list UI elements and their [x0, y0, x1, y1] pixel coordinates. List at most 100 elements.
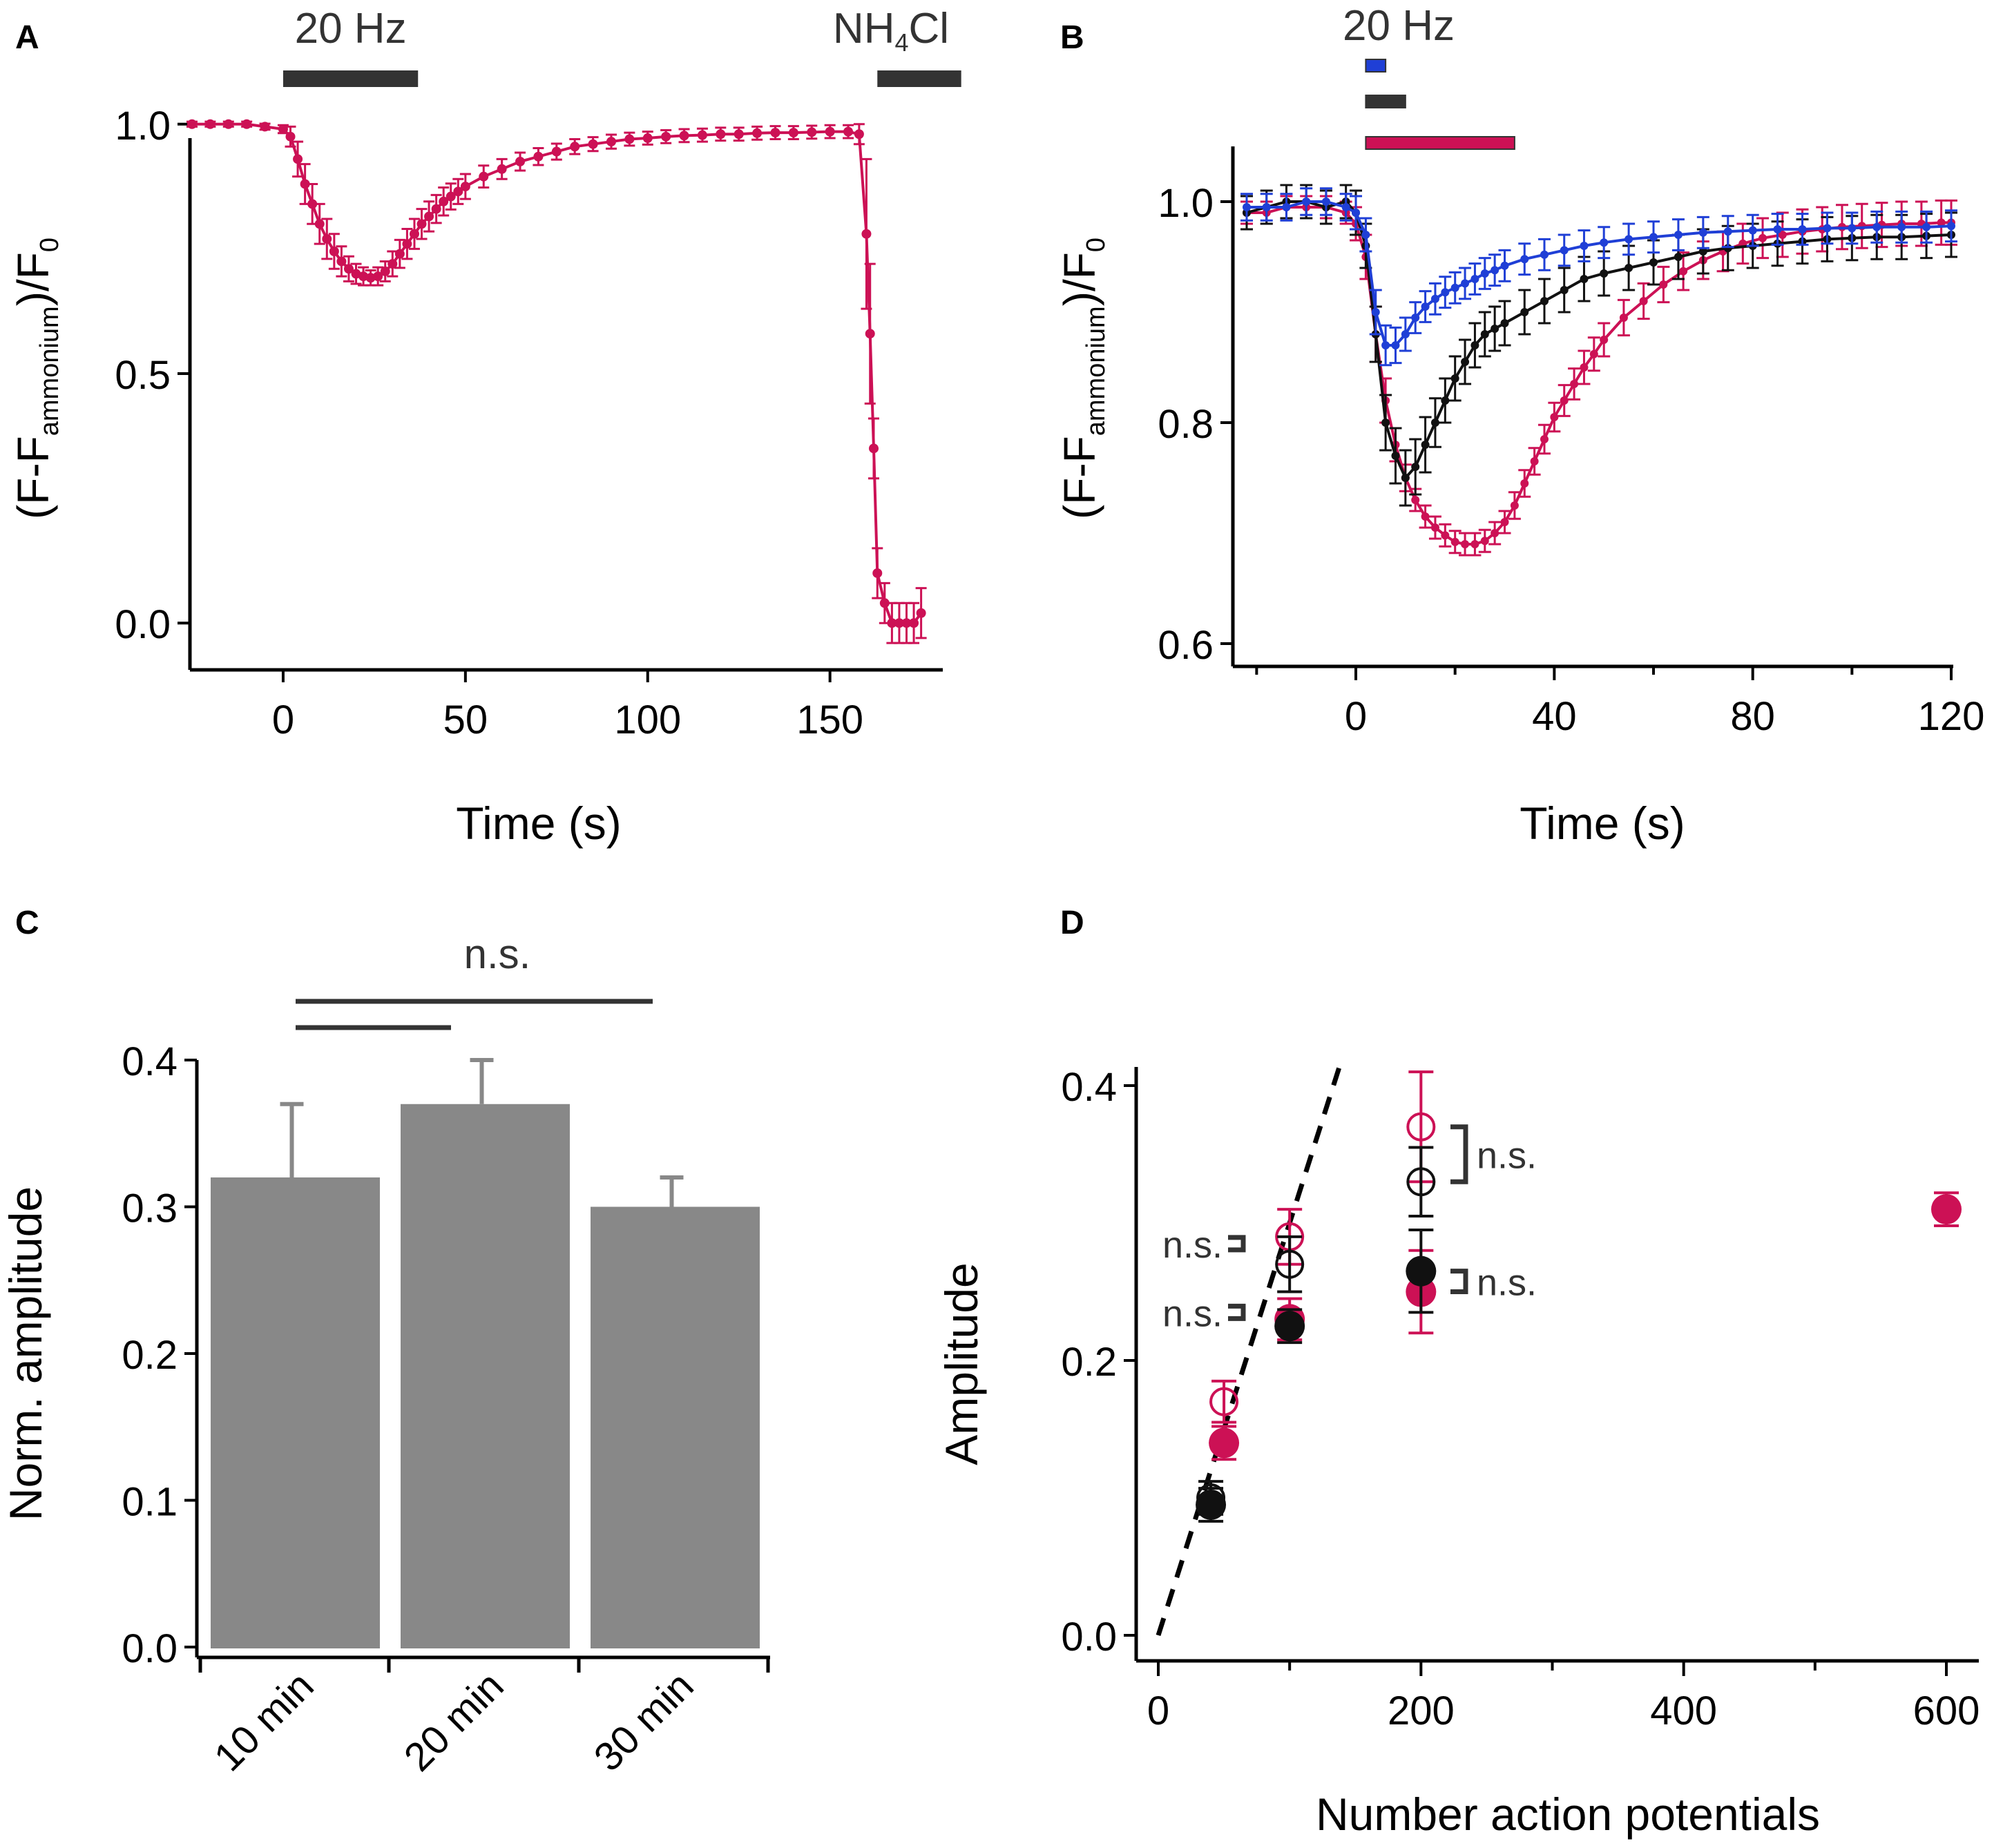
- data-point: [1580, 242, 1589, 250]
- data-point: [1262, 203, 1271, 211]
- data-point: [825, 126, 835, 137]
- y-label-subscript: ammonium: [35, 306, 64, 436]
- data-point: [242, 119, 252, 129]
- data-point: [445, 191, 456, 202]
- stim-bar-nh4cl: [877, 70, 961, 87]
- data-point: [1679, 267, 1688, 276]
- data-point: [1510, 501, 1519, 510]
- data-point: [1500, 319, 1509, 327]
- stim-bar-20hz: [282, 70, 419, 87]
- y-tick-label: 0.5: [115, 353, 171, 398]
- y-tick-label: 0.0: [115, 602, 171, 647]
- data-point: [260, 122, 270, 132]
- data-point: [409, 229, 419, 239]
- stim-bar: [1365, 95, 1406, 108]
- data-point: [1540, 297, 1549, 305]
- y-tick-label: 0.0: [1061, 1615, 1117, 1659]
- data-point: [1470, 341, 1479, 349]
- significance-bracket: [1450, 1124, 1468, 1184]
- data-point: [894, 618, 904, 628]
- data-point: [1450, 537, 1459, 546]
- y-tick-label: 0.2: [122, 1333, 178, 1378]
- y-label-part: (F-F: [1055, 436, 1104, 519]
- data-point: [1600, 336, 1609, 344]
- y-tick-label: 0.8: [1158, 402, 1214, 447]
- x-tick-label: 0: [1345, 694, 1367, 739]
- x-axis-label: Time (s): [1520, 798, 1685, 849]
- point-black-filled: [1274, 1311, 1305, 1342]
- data-point: [1560, 246, 1569, 255]
- y-tick-label: 0.4: [122, 1039, 178, 1084]
- stim-label-20hz: 20 Hz: [295, 5, 407, 52]
- y-tick-label: 0.3: [122, 1186, 178, 1231]
- data-point: [358, 271, 369, 282]
- data-point: [322, 233, 332, 244]
- significance-label: n.s.: [1477, 1135, 1537, 1177]
- y-label-subscript: 0: [35, 238, 64, 252]
- data-point: [424, 211, 434, 222]
- data-point: [1401, 474, 1410, 482]
- data-point: [1441, 288, 1450, 297]
- data-point: [1872, 222, 1881, 231]
- data-point: [752, 128, 763, 138]
- label-part: Cl: [909, 5, 950, 52]
- point-black-open: [1406, 1167, 1436, 1197]
- data-point: [1480, 269, 1489, 278]
- data-point: [1371, 308, 1380, 316]
- data-point: [460, 182, 470, 192]
- data-point: [770, 128, 780, 138]
- significance-label: n.s.: [1162, 1293, 1223, 1334]
- data-point: [1600, 238, 1609, 247]
- data-point: [1589, 349, 1598, 358]
- data-point: [1430, 523, 1439, 532]
- data-point: [1540, 250, 1549, 259]
- panel-d-letter: D: [1060, 905, 1084, 941]
- data-point: [533, 151, 544, 162]
- point-black-filled: [1406, 1255, 1437, 1287]
- data-point: [336, 256, 347, 267]
- data-point: [1352, 209, 1361, 217]
- data-point: [1341, 203, 1350, 211]
- bar-0: [211, 1177, 380, 1648]
- data-point: [300, 179, 310, 189]
- x-tick-label: 400: [1650, 1688, 1717, 1733]
- data-point: [1674, 231, 1683, 239]
- data-point: [278, 124, 288, 135]
- point-magenta-filled: [1209, 1427, 1240, 1459]
- y-tick-label: 0.4: [1061, 1065, 1117, 1110]
- data-point: [807, 127, 817, 137]
- x-tick-label: 0: [272, 697, 294, 742]
- data-point: [606, 137, 616, 147]
- data-point: [1381, 418, 1390, 427]
- data-point: [1450, 374, 1459, 383]
- data-point: [1520, 479, 1529, 488]
- data-point: [716, 129, 726, 139]
- data-point: [1600, 269, 1609, 278]
- point-magenta-filled: [1931, 1194, 1962, 1225]
- data-point: [1580, 275, 1589, 283]
- data-point: [479, 171, 489, 182]
- stim-label-20hz: 20 Hz: [1343, 2, 1455, 50]
- data-point: [1778, 231, 1787, 239]
- data-point: [1411, 496, 1420, 504]
- data-point: [387, 259, 398, 269]
- data-point: [1491, 325, 1499, 333]
- data-point: [1947, 222, 1955, 231]
- data-point: [402, 239, 412, 249]
- data-point: [314, 219, 325, 229]
- panel-a: A 0.0 0.5 1.0 0 50 100 150 Time (s) (F-Fammonium…: [8, 5, 961, 849]
- label-subscript: 4: [894, 28, 908, 57]
- data-point: [439, 196, 449, 206]
- data-point: [293, 154, 303, 164]
- data-point: [394, 249, 405, 259]
- x-tick-label: 100: [614, 697, 681, 742]
- x-tick-label: 600: [1913, 1688, 1980, 1733]
- data-point: [343, 264, 354, 274]
- data-point: [1649, 233, 1658, 242]
- data-point: [1421, 441, 1430, 449]
- data-point: [624, 134, 635, 144]
- data-point: [909, 618, 919, 628]
- data-point: [1411, 314, 1420, 322]
- data-point: [416, 219, 427, 229]
